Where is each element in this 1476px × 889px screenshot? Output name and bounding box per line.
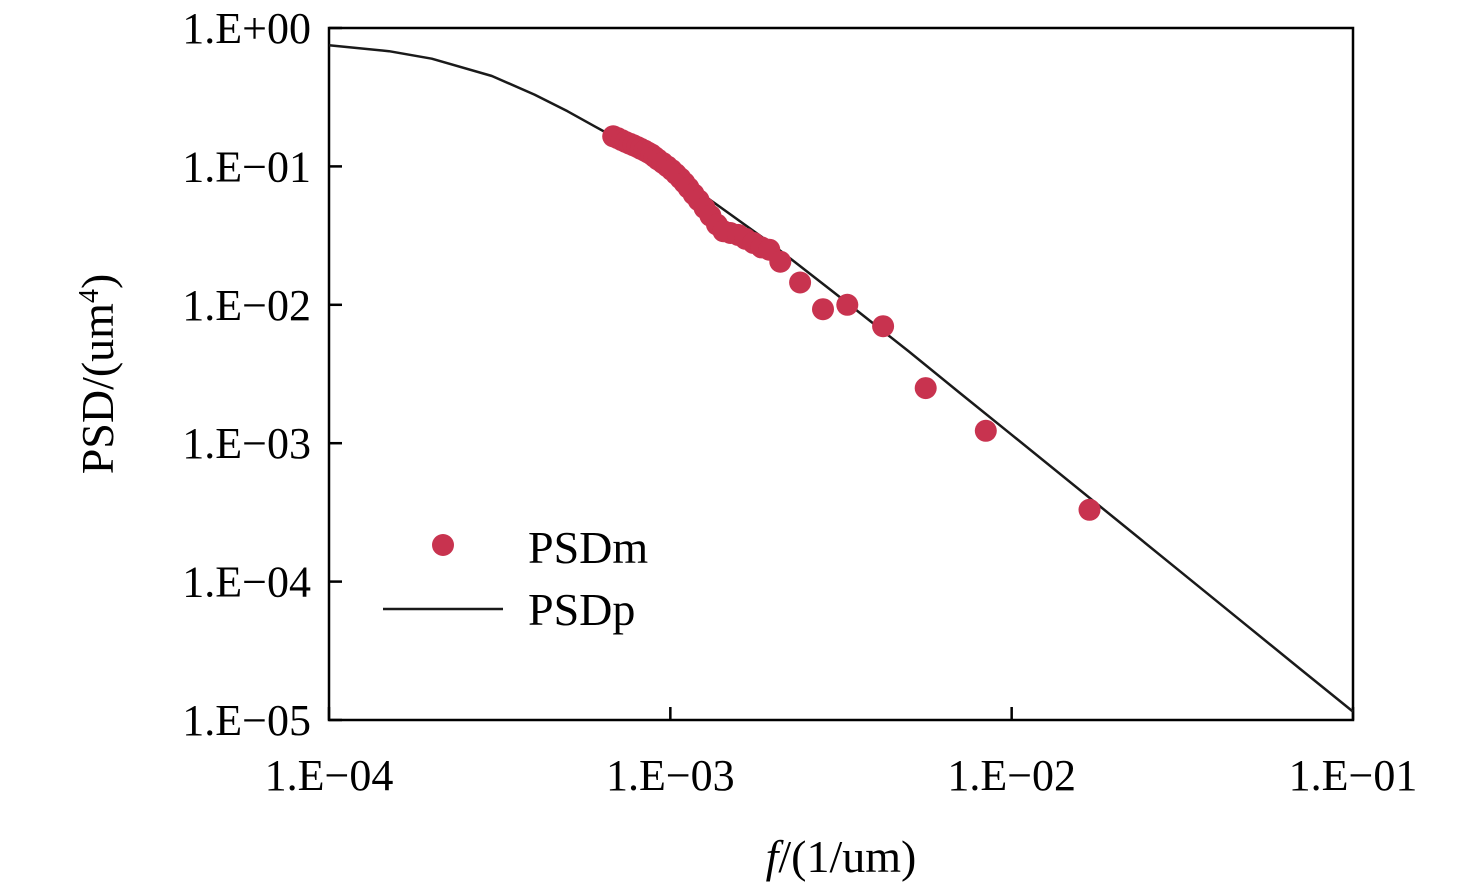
psdm-point	[836, 293, 859, 316]
y-tick-label: 1.E−04	[182, 558, 311, 607]
psdm-point	[872, 315, 895, 338]
psdm-point	[812, 298, 834, 321]
y-axis-label: PSD/(um4)	[72, 274, 123, 475]
legend-psdp-label: PSDp	[528, 584, 635, 635]
x-axis-label: f/(1/um)	[766, 831, 917, 882]
y-axis-label-sup: 4	[74, 289, 105, 303]
psdm-point	[1078, 498, 1101, 521]
x-tick-labels: 1.E−04 1.E−03 1.E−02 1.E−01	[265, 751, 1418, 800]
plot-frame	[327, 26, 1355, 722]
x-tick-label: 1.E−04	[265, 751, 394, 800]
y-tick-label: 1.E−01	[182, 142, 311, 191]
y-axis-label-close: )	[72, 274, 123, 289]
y-tick-label: 1.E−02	[182, 281, 311, 330]
psdm-point	[914, 377, 937, 400]
y-tick-label: 1.E+00	[182, 4, 311, 53]
psdp-line	[328, 44, 1354, 713]
x-tick-label: 1.E−01	[1289, 751, 1418, 800]
y-tick-label: 1.E−05	[182, 696, 311, 745]
y-tick-label: 1.E−03	[182, 419, 311, 468]
legend: PSDm PSDp	[383, 522, 648, 635]
y-axis-label-main: PSD/(um	[72, 303, 123, 474]
x-axis-label-rest: /(1/um)	[778, 831, 916, 882]
psdm-point	[974, 419, 997, 442]
y-tick-labels: 1.E+00 1.E−01 1.E−02 1.E−03 1.E−04 1.E−05	[182, 4, 311, 745]
legend-psdm-label: PSDm	[528, 522, 648, 573]
psdp-line-layer	[328, 44, 1354, 713]
psdm-marker-layer	[602, 125, 1101, 521]
legend-psdm-marker	[432, 534, 454, 556]
psdm-point	[769, 250, 792, 273]
x-tick-label: 1.E−02	[947, 751, 1076, 800]
x-tick-label: 1.E−03	[606, 751, 735, 800]
axis-ticks	[327, 26, 1355, 722]
psdm-point	[789, 271, 812, 294]
